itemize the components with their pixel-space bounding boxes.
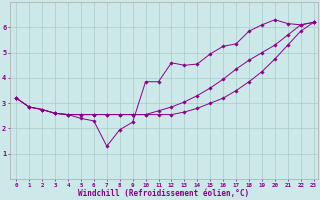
X-axis label: Windchill (Refroidissement éolien,°C): Windchill (Refroidissement éolien,°C): [78, 189, 249, 198]
